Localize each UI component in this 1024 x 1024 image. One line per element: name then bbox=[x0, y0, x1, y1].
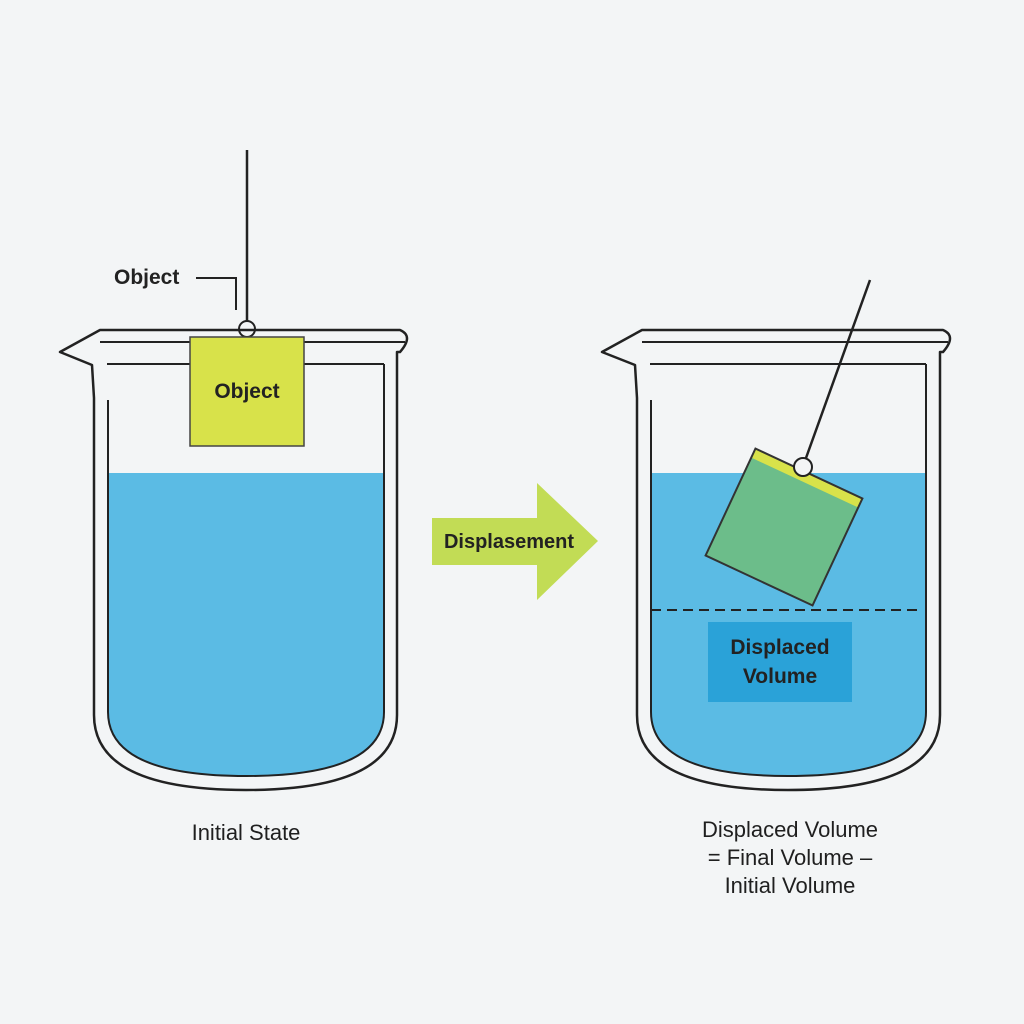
displaced-volume-box bbox=[708, 622, 852, 702]
arrow-label: Displasement bbox=[444, 531, 574, 553]
right-string bbox=[804, 279, 872, 459]
displaced-volume-label-line1: Displaced bbox=[730, 636, 829, 659]
right-caption-line2: = Final Volume – bbox=[708, 845, 873, 870]
displacement-arrow bbox=[432, 483, 598, 600]
right-caption-line1: Displaced Volume bbox=[702, 817, 878, 842]
right-hook bbox=[793, 457, 813, 477]
left-object-label: Object bbox=[214, 380, 279, 403]
right-beaker-outer-wall bbox=[600, 328, 952, 792]
object-callout-line bbox=[196, 277, 237, 310]
left-caption: Initial State bbox=[192, 820, 301, 845]
left-object bbox=[189, 336, 305, 447]
left-water bbox=[108, 473, 384, 776]
left-beaker-outer-wall bbox=[58, 328, 409, 792]
object-callout-label: Object bbox=[114, 266, 179, 289]
right-object bbox=[704, 447, 864, 607]
right-caption-line3: Initial Volume bbox=[725, 873, 856, 898]
displaced-volume-label-line2: Volume bbox=[743, 665, 817, 688]
right-beaker-inner-wall bbox=[650, 363, 927, 777]
right-object-submerged-part bbox=[705, 457, 859, 606]
